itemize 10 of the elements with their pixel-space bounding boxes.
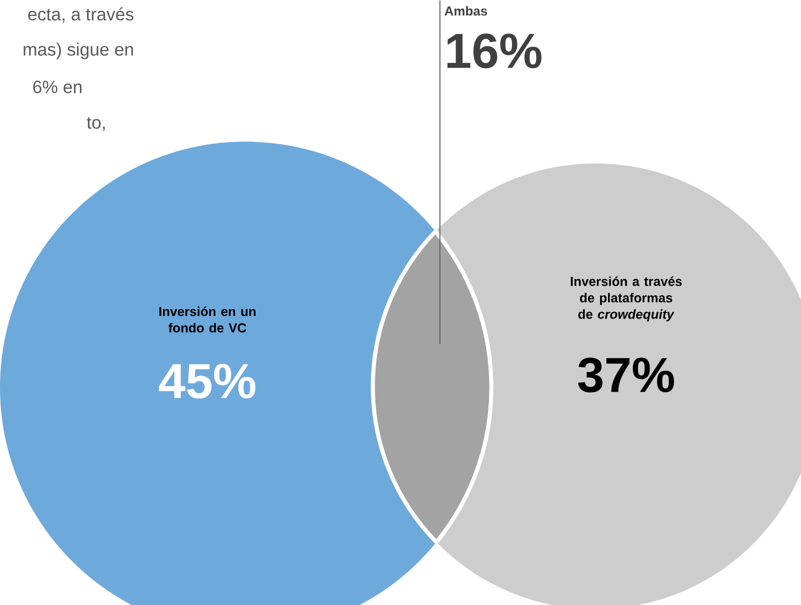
text: mas) sigue en (24, 42, 133, 60)
data-label: 37% (578, 357, 674, 392)
data-label: 16% (447, 33, 542, 68)
text: to, (86, 116, 105, 131)
data-label: 45% (158, 364, 256, 398)
category-label: Ambas (444, 6, 488, 16)
text: 6% en (33, 80, 82, 94)
category-label: Inversión en un fondo de VC (159, 306, 256, 332)
text: ecta, a través (28, 7, 134, 22)
category-label: Inversión a través de plataformas de crowdequity (570, 276, 682, 322)
